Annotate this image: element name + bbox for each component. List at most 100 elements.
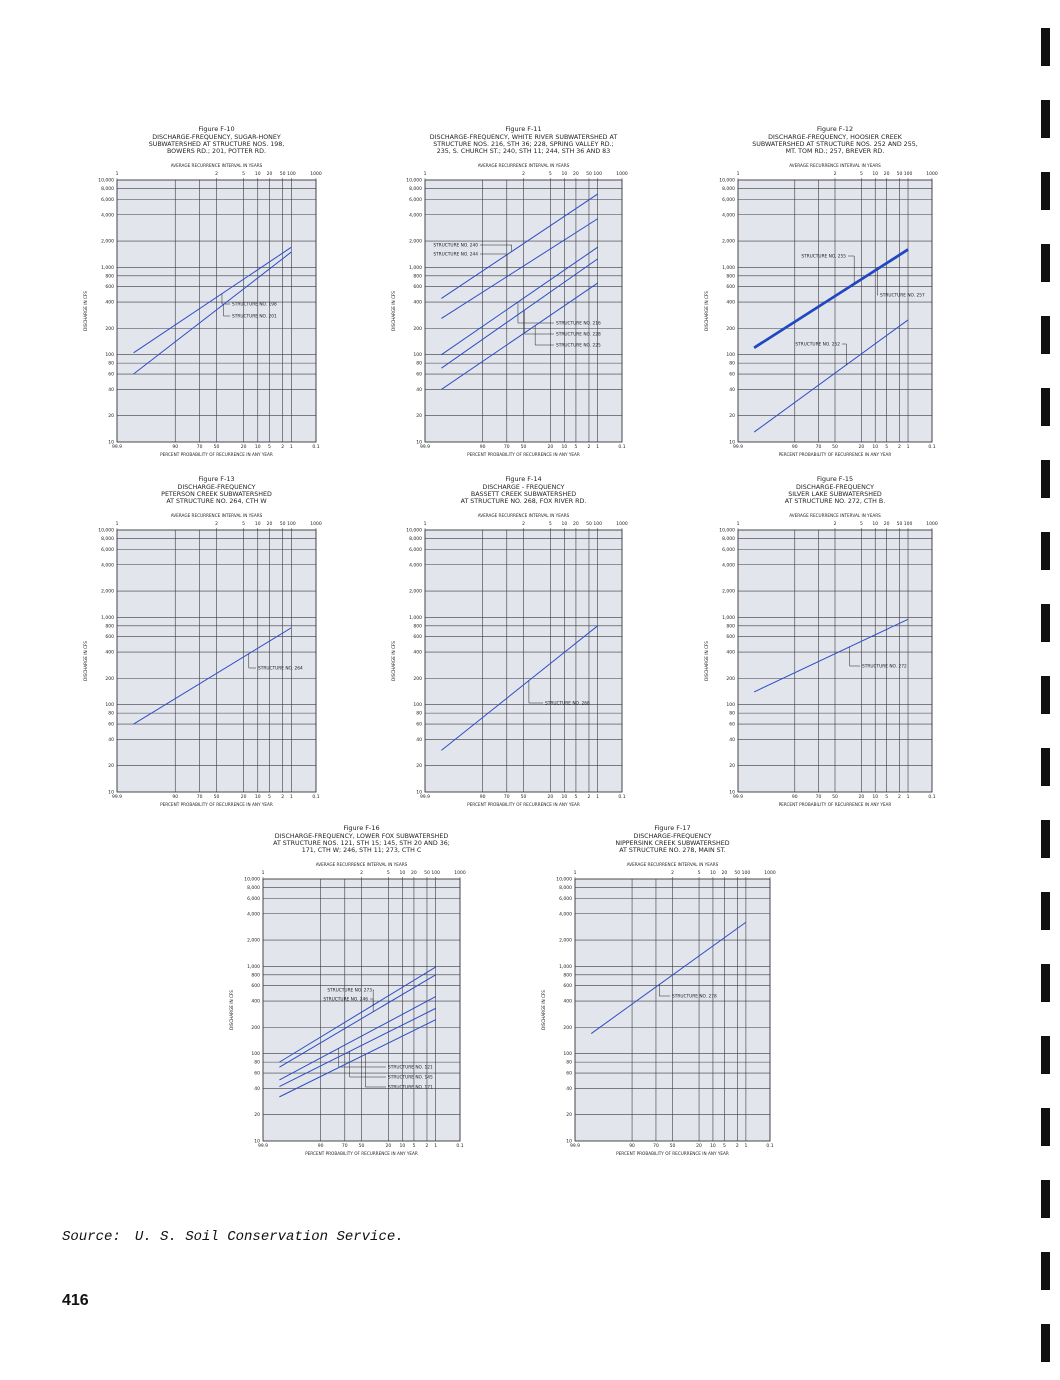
y-tick-label: 10,000 xyxy=(719,178,735,184)
x-tick-label: 10 xyxy=(872,794,878,800)
x2-tick-label: 2 xyxy=(834,171,837,177)
figure-title: SUBWATERSHED AT STRUCTURE NOS. 252 AND 2… xyxy=(752,141,917,148)
y-tick-label: 10 xyxy=(729,440,735,446)
y-tick-label: 60 xyxy=(566,1071,572,1077)
binding-mark xyxy=(1041,100,1050,138)
y-tick-label: 600 xyxy=(105,634,114,640)
legend-label: STRUCTURE NO. 272 xyxy=(862,664,907,670)
y-tick-label: 20 xyxy=(729,413,735,419)
binding-mark xyxy=(1041,604,1050,642)
y-tick-label: 6,000 xyxy=(101,547,114,553)
figure-title: STRUCTURE NOS. 216, STH 36; 228, SPRING … xyxy=(433,141,613,148)
x-tick-label: 70 xyxy=(816,794,822,800)
x-tick-label: 1 xyxy=(907,444,910,450)
y-tick-label: 800 xyxy=(105,273,114,279)
legend-label: STRUCTURE NO. 273 xyxy=(327,988,372,994)
x2-tick-label: 10 xyxy=(255,521,261,527)
y-tick-label: 6,000 xyxy=(722,197,735,203)
y-tick-label: 400 xyxy=(563,999,572,1005)
source-text: U. S. Soil Conservation Service. xyxy=(134,1229,404,1245)
x-tick-label: 20 xyxy=(547,444,553,450)
x-tick-label: 0.1 xyxy=(312,444,319,450)
binding-mark xyxy=(1041,892,1050,930)
figure-label: Figure F-14 xyxy=(505,475,541,483)
figure-label: Figure F-17 xyxy=(654,824,690,832)
x2-tick-label: 2 xyxy=(522,171,525,177)
y-tick-label: 80 xyxy=(729,361,735,367)
x2-tick-label: 10 xyxy=(561,171,567,177)
y-tick-label: 8,000 xyxy=(247,885,260,891)
x-tick-label: 1 xyxy=(744,1143,747,1149)
y-tick-label: 4,000 xyxy=(559,911,572,917)
x-tick-label: 20 xyxy=(859,444,865,450)
x-tick-label: 70 xyxy=(197,444,203,450)
x-tick-label: 10 xyxy=(399,1143,405,1149)
legend-label: STRUCTURE NO. 201 xyxy=(232,314,277,320)
x-tick-label: 99.9 xyxy=(112,444,122,450)
x-tick-label: 0.1 xyxy=(618,444,625,450)
figure-label: Figure F-10 xyxy=(198,125,234,133)
x-tick-label: 20 xyxy=(241,444,247,450)
x2-axis-label: AVERAGE RECURRENCE INTERVAL IN YEARS xyxy=(789,513,881,518)
y-tick-label: 60 xyxy=(108,372,114,378)
legend-label: STRUCTURE NO. 257 xyxy=(880,293,925,299)
x2-axis-label: AVERAGE RECURRENCE INTERVAL IN YEARS xyxy=(478,163,570,168)
y-axis-label: DISCHARGE IN CFS xyxy=(391,641,396,681)
y-tick-label: 20 xyxy=(729,763,735,769)
discharge-line xyxy=(279,966,436,1063)
x2-tick-label: 10 xyxy=(561,521,567,527)
x2-tick-label: 100 xyxy=(742,870,751,876)
legend-label: STRUCTURE NO. 244 xyxy=(433,252,478,258)
x-tick-label: 70 xyxy=(197,794,203,800)
figure-title: DISCHARGE-FREQUENCY, WHITE RIVER SUBWATE… xyxy=(430,134,618,141)
y-tick-label: 400 xyxy=(726,300,735,306)
page-number: 416 xyxy=(62,1292,89,1309)
x2-tick-label: 1000 xyxy=(454,870,466,876)
x-axis-label: PERCENT PROBABILITY OF RECURRENCE IN ANY… xyxy=(160,452,273,457)
x2-tick-label: 5 xyxy=(860,171,863,177)
y-tick-label: 4,000 xyxy=(409,562,422,568)
discharge-line xyxy=(590,921,747,1034)
figure-title: AT STRUCTURE NO. 278, MAIN ST. xyxy=(619,847,726,854)
figure-title: DISCHARGE-FREQUENCY xyxy=(177,484,255,491)
x-tick-label: 1 xyxy=(434,1143,437,1149)
y-tick-label: 10 xyxy=(416,790,422,796)
y-tick-label: 1,000 xyxy=(247,964,260,970)
y-tick-label: 10,000 xyxy=(98,528,114,534)
x2-tick-label: 50 xyxy=(424,870,430,876)
y-tick-label: 100 xyxy=(413,352,422,358)
y-tick-label: 100 xyxy=(413,702,422,708)
discharge-line xyxy=(133,251,292,375)
y-tick-label: 1,000 xyxy=(559,964,572,970)
binding-mark xyxy=(1041,28,1050,66)
y-tick-label: 8,000 xyxy=(101,536,114,542)
x-tick-label: 90 xyxy=(172,444,178,450)
x2-tick-label: 1 xyxy=(574,870,577,876)
y-tick-label: 10,000 xyxy=(719,528,735,534)
x-tick-label: 1 xyxy=(596,444,599,450)
y-tick-label: 20 xyxy=(416,763,422,769)
x2-tick-label: 10 xyxy=(710,870,716,876)
y-tick-label: 40 xyxy=(729,387,735,393)
y-tick-label: 400 xyxy=(413,650,422,656)
legend-label: STRUCTURE NO. 252 xyxy=(795,342,840,348)
x2-tick-label: 100 xyxy=(287,521,296,527)
x2-tick-label: 100 xyxy=(904,521,913,527)
figure-title: AT STRUCTURE NO. 268, FOX RIVER RD. xyxy=(461,498,587,505)
x2-tick-label: 1 xyxy=(424,521,427,527)
y-tick-label: 10 xyxy=(108,440,114,446)
x-tick-label: 0.1 xyxy=(618,794,625,800)
y-tick-label: 1,000 xyxy=(101,615,114,621)
legend-label: STRUCTURE NO. 171 xyxy=(388,1085,433,1091)
y-tick-label: 1,000 xyxy=(409,615,422,621)
x-tick-label: 20 xyxy=(859,794,865,800)
x2-tick-label: 50 xyxy=(897,171,903,177)
callout-leader xyxy=(223,304,230,317)
y-tick-label: 10,000 xyxy=(556,877,572,883)
x2-tick-label: 1 xyxy=(116,521,119,527)
y-tick-label: 400 xyxy=(105,650,114,656)
x-tick-label: 99.9 xyxy=(733,794,743,800)
x-tick-label: 90 xyxy=(792,444,798,450)
discharge-line xyxy=(753,248,909,349)
y-tick-label: 10,000 xyxy=(406,178,422,184)
